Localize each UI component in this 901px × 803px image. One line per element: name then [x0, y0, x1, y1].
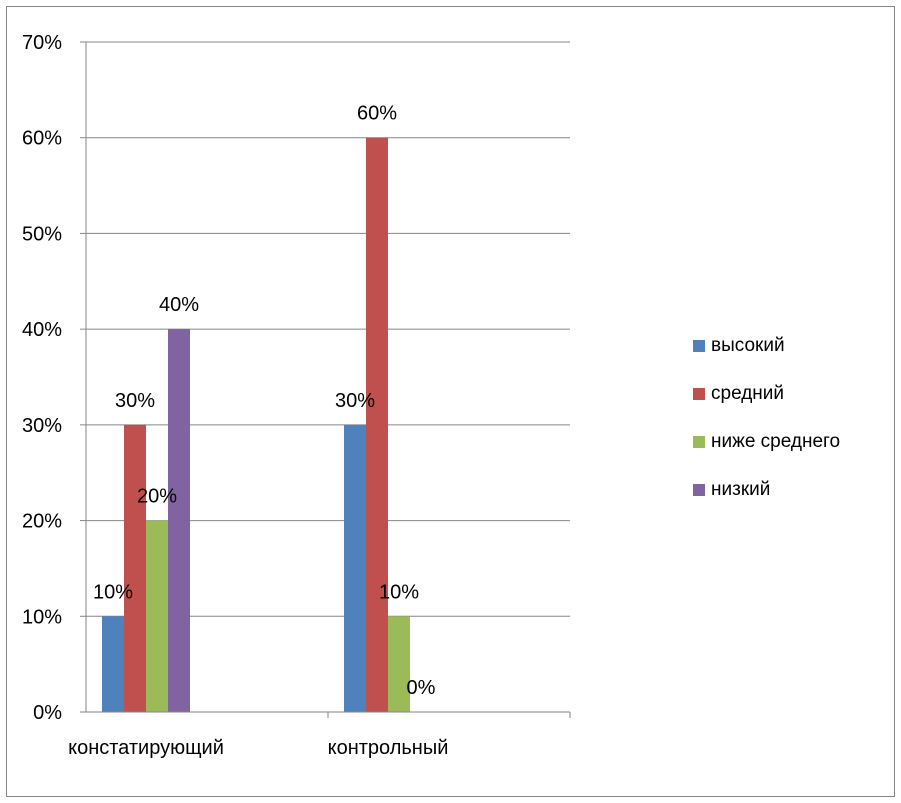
data-label: 60%	[357, 103, 397, 125]
x-tick-labels: констатирующий контрольный	[68, 737, 448, 759]
data-label: 30%	[335, 390, 375, 412]
y-tick-label: 60%	[22, 128, 62, 150]
y-tick-label: 0%	[33, 702, 62, 724]
legend-item: низкий	[693, 466, 840, 514]
legend-swatch	[693, 388, 705, 400]
legend-label: высокий	[711, 335, 785, 356]
y-tick-label: 50%	[22, 223, 62, 245]
legend-swatch	[693, 436, 705, 448]
bars	[102, 137, 410, 712]
data-label: 30%	[115, 390, 155, 412]
x-tick-label: контрольный	[328, 737, 449, 759]
x-tick-label: констатирующий	[68, 737, 224, 759]
bar	[124, 424, 146, 712]
bar	[168, 329, 190, 712]
axes	[80, 41, 571, 718]
bar	[344, 424, 366, 712]
bar	[366, 137, 388, 712]
data-label: 10%	[379, 581, 419, 603]
bar	[146, 520, 168, 712]
bar	[102, 616, 124, 712]
legend-label: средний	[711, 383, 785, 404]
y-tick-labels: 0% 10% 20% 30% 40% 50% 60% 70%	[22, 32, 62, 724]
y-tick-label: 40%	[22, 319, 62, 341]
y-tick-label: 10%	[22, 606, 62, 628]
data-labels: 10% 30% 20% 40% 30% 60% 10% 0%	[93, 103, 436, 699]
legend-item: средний	[693, 370, 840, 418]
y-tick-label: 20%	[22, 511, 62, 533]
legend-swatch	[693, 340, 705, 352]
legend-item: высокий	[693, 322, 840, 370]
legend-label: низкий	[711, 479, 771, 500]
legend: высокий средний ниже среднего низкий	[693, 322, 840, 514]
data-label: 40%	[159, 294, 199, 316]
bar	[388, 616, 410, 712]
legend-label: ниже среднего	[711, 431, 841, 452]
legend-swatch	[693, 484, 705, 496]
y-tick-label: 30%	[22, 415, 62, 437]
data-label: 10%	[93, 581, 133, 603]
data-label: 0%	[407, 677, 436, 699]
data-label: 20%	[137, 486, 177, 508]
legend-item: ниже среднего	[693, 418, 840, 466]
y-tick-label: 70%	[22, 32, 62, 54]
